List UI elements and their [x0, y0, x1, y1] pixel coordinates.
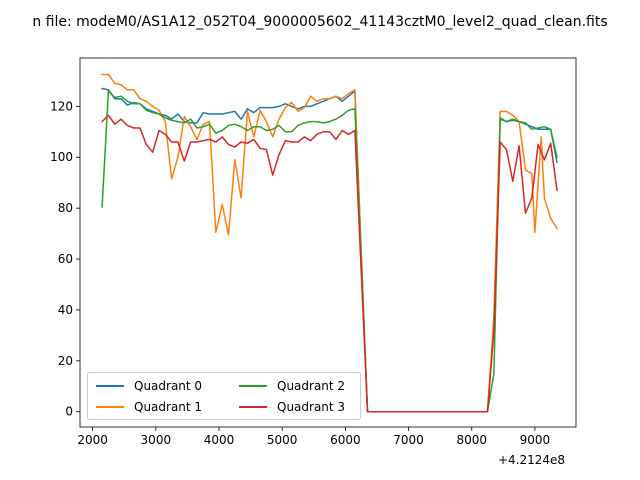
x-tick-label-9000: 9000: [520, 433, 551, 447]
y-tick-label-120: 120: [50, 99, 73, 113]
x-tick-label-8000: 8000: [456, 433, 487, 447]
legend-swatch-quadrant-2: [239, 385, 267, 387]
y-tick-label-0: 0: [65, 405, 73, 419]
x-tick-label-5000: 5000: [267, 433, 298, 447]
axes-frame: [79, 57, 577, 428]
chart-title: n file: modeM0/AS1A12_052T04_9000005602_…: [32, 14, 608, 30]
legend-swatch-quadrant-3: [239, 406, 267, 408]
x-axis-offset-label: +4.2124e8: [498, 453, 566, 467]
x-tick-label-3000: 3000: [141, 433, 172, 447]
legend-label-quadrant-0: Quadrant 0: [134, 379, 203, 393]
series-line-quadrant-3: [101, 114, 558, 413]
x-tick-label-2000: 2000: [77, 433, 108, 447]
legend-swatch-quadrant-0: [96, 385, 124, 387]
legend-label-quadrant-2: Quadrant 2: [277, 379, 346, 393]
legend-label-quadrant-3: Quadrant 3: [277, 400, 346, 414]
x-tick-label-7000: 7000: [393, 433, 424, 447]
series-line-quadrant-2: [101, 90, 558, 413]
y-tick-label-80: 80: [58, 201, 73, 215]
legend-swatch-quadrant-1: [96, 406, 124, 408]
y-tick-label-60: 60: [58, 252, 73, 266]
legend: Quadrant 0 Quadrant 1 Quadrant 2 Quadran…: [87, 372, 361, 420]
legend-item-quadrant-2: Quadrant 2: [239, 376, 345, 396]
y-tick-label-20: 20: [58, 354, 73, 368]
legend-label-quadrant-1: Quadrant 1: [134, 400, 203, 414]
x-tick-label-6000: 6000: [330, 433, 361, 447]
x-tick-label-4000: 4000: [204, 433, 235, 447]
legend-item-quadrant-3: Quadrant 3: [239, 397, 345, 417]
legend-item-quadrant-1: Quadrant 1: [96, 397, 202, 417]
y-tick-label-100: 100: [50, 150, 73, 164]
y-tick-label-40: 40: [58, 303, 73, 317]
series-line-quadrant-0: [101, 87, 558, 413]
legend-item-quadrant-0: Quadrant 0: [96, 376, 202, 396]
series-line-quadrant-1: [101, 73, 559, 413]
plot-area: 2000 3000 4000 5000 6000 7000 8000 9000 0 20 40 60 8…: [50, 57, 577, 447]
